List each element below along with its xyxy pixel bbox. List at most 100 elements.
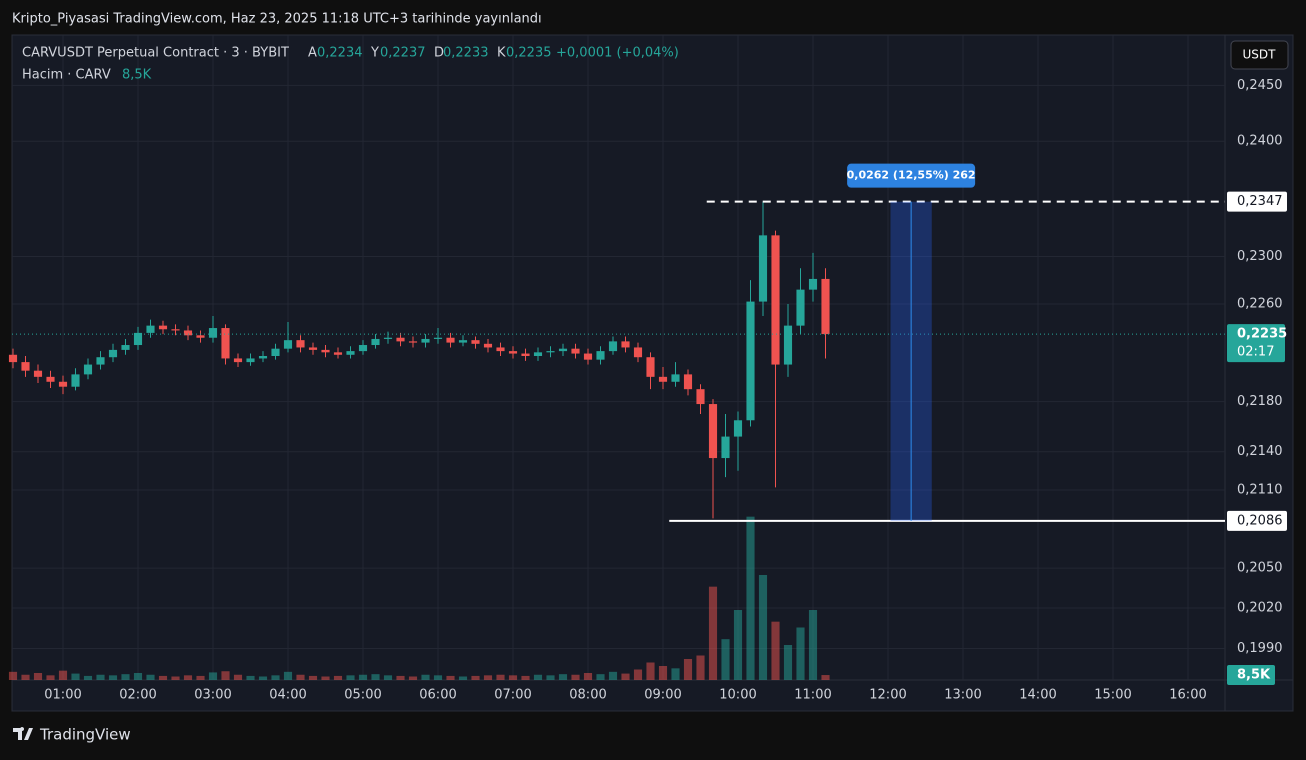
volume-bar [283, 671, 293, 680]
volume-bar [371, 674, 380, 680]
candle-body [358, 345, 368, 352]
volume-bar [321, 676, 330, 680]
volume-bar [33, 673, 43, 680]
y-tick-label: 0,2050 [1237, 561, 1283, 576]
candle-body [321, 349, 330, 353]
volume-bar [271, 675, 280, 680]
candle-body [346, 351, 355, 355]
volume-bar [733, 610, 743, 680]
candle-body [821, 278, 830, 335]
y-tick-label: 0,1990 [1237, 641, 1283, 656]
volume-bar [196, 675, 205, 680]
volume-bar [446, 675, 455, 680]
candle-body [271, 348, 280, 356]
x-tick-label: 14:00 [1019, 688, 1056, 703]
candle-body [21, 362, 30, 371]
level-box [1227, 191, 1287, 212]
ohlc-value: 0,2234 [317, 46, 363, 61]
volume-bar [646, 662, 655, 680]
candle-body [171, 329, 180, 331]
candle-body [133, 332, 143, 346]
candle-body [658, 376, 668, 382]
volume-bar [558, 674, 568, 680]
volume-bar [708, 586, 718, 680]
x-tick-label: 05:00 [344, 688, 381, 703]
volume-bar [783, 645, 793, 680]
volume-bar [583, 673, 593, 680]
ohlc-value: 0,2237 [380, 46, 426, 61]
candle-body [721, 436, 730, 459]
candle-body [508, 351, 518, 354]
volume-bar [771, 621, 780, 680]
x-tick-label: 10:00 [719, 688, 756, 703]
volume-bar [683, 659, 693, 680]
candle-body [333, 352, 343, 355]
volume-bar [746, 516, 755, 680]
candle-body [108, 349, 118, 358]
candle-body [408, 341, 418, 343]
ohlc-key: D [434, 46, 444, 61]
volume-bar [821, 675, 830, 680]
volume-bar [433, 675, 443, 680]
candle-body [446, 337, 455, 343]
volume-bar [396, 675, 405, 680]
x-tick-label: 02:00 [119, 688, 156, 703]
volume-bar [508, 675, 518, 680]
volume-bar [471, 675, 480, 680]
measure-label: 0,0262 (12,55%) 262 [847, 169, 976, 182]
countdown: 02:17 [1237, 345, 1274, 360]
candle-body [396, 337, 405, 342]
candle-body [533, 352, 543, 356]
volume-bar [808, 610, 818, 680]
volume-bar [671, 668, 680, 680]
candle-body [496, 347, 505, 352]
x-tick-label: 13:00 [944, 688, 981, 703]
x-tick-label: 08:00 [569, 688, 606, 703]
volume-bar [546, 675, 555, 680]
volume-bar [133, 673, 143, 680]
candle-body [8, 354, 18, 363]
candle-body [796, 289, 805, 326]
candle-body [121, 345, 130, 350]
level-label: 0,2347 [1237, 194, 1283, 209]
candle-body [183, 330, 193, 336]
volume-bar [658, 666, 668, 680]
candle-body [758, 235, 768, 302]
candle-body [458, 340, 468, 343]
candle-body [421, 338, 430, 343]
candle-body [246, 358, 255, 363]
x-tick-label: 09:00 [644, 688, 681, 703]
candle-body [633, 347, 643, 358]
change: +0,0001 (+0,04%) [556, 46, 679, 61]
volume-bar [333, 675, 343, 680]
x-tick-label: 03:00 [194, 688, 231, 703]
candle-body [558, 348, 568, 352]
volume-label-box [1227, 665, 1275, 686]
measure-label-box [847, 163, 976, 188]
volume-bar [58, 670, 68, 680]
level-label: 0,2086 [1237, 513, 1283, 528]
volume-bar [296, 674, 305, 680]
y-tick-label: 0,2140 [1237, 444, 1283, 459]
y-tick-label: 0,2400 [1237, 134, 1283, 149]
y-tick-label: 0,2450 [1237, 78, 1283, 93]
x-tick-label: 15:00 [1094, 688, 1131, 703]
candle-body [46, 376, 55, 382]
currency-button[interactable] [1230, 40, 1289, 70]
currency[interactable]: USDT [1243, 48, 1277, 62]
volume-bar [233, 674, 243, 680]
candle-body [158, 325, 168, 330]
candle-body [283, 340, 293, 349]
x-tick-label: 11:00 [794, 688, 831, 703]
candle-body [583, 353, 593, 360]
volume-bar [71, 673, 80, 680]
y-tick-label: 0,2260 [1237, 296, 1283, 311]
header: Kripto_Piyasasi TradingView.com, Haz 23,… [12, 12, 542, 27]
candle-body [233, 358, 243, 363]
volume-bar [408, 676, 418, 680]
volume-bar [8, 671, 18, 680]
volume-label: 8,5K [1237, 668, 1271, 683]
candle-body [383, 337, 393, 339]
candle-body [433, 337, 443, 339]
